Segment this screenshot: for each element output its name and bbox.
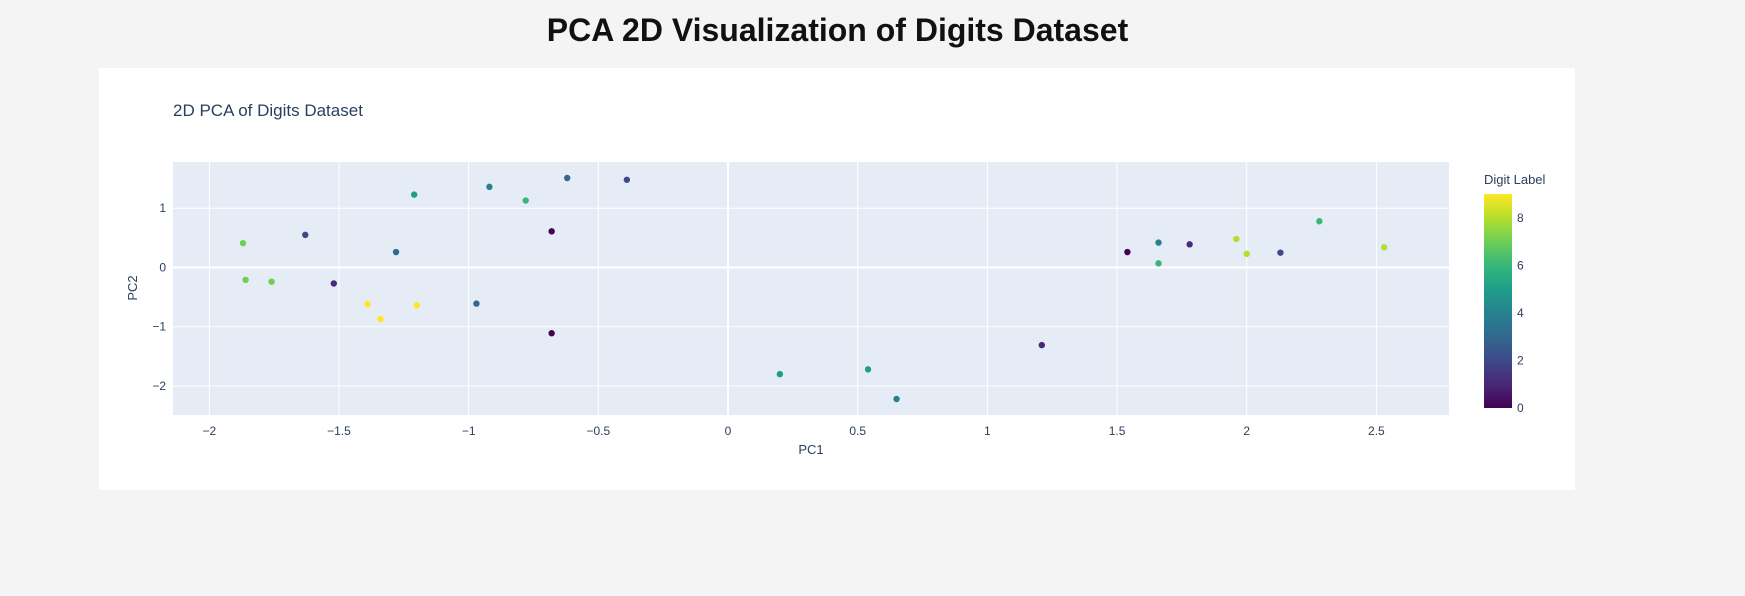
data-point[interactable] bbox=[1380, 244, 1388, 251]
data-point[interactable] bbox=[413, 302, 420, 309]
data-point[interactable] bbox=[548, 228, 555, 235]
y-tick-label: −1 bbox=[152, 320, 166, 334]
colorbar-title: Digit Label bbox=[1484, 172, 1546, 187]
grid-lines bbox=[173, 162, 1449, 415]
data-point[interactable] bbox=[548, 330, 555, 337]
data-point[interactable] bbox=[242, 276, 249, 284]
colorbar-tick-label: 2 bbox=[1517, 353, 1524, 367]
data-point[interactable] bbox=[1243, 250, 1250, 258]
y-tick-label: −2 bbox=[152, 379, 166, 393]
data-point[interactable] bbox=[392, 248, 400, 256]
page-title: PCA 2D Visualization of Digits Dataset bbox=[546, 12, 1129, 48]
y-tick-label: 0 bbox=[159, 260, 166, 274]
x-tick-label: 0 bbox=[725, 424, 732, 438]
x-axis-ticks: −2 −1.5 −1 −0.5 0 0.5 1 1.5 2 2.5 bbox=[202, 424, 1385, 438]
data-point[interactable] bbox=[522, 197, 529, 204]
chart-title: 2D PCA of Digits Dataset bbox=[173, 101, 363, 120]
data-point[interactable] bbox=[302, 231, 309, 239]
data-point[interactable] bbox=[1233, 235, 1240, 243]
data-point[interactable] bbox=[1038, 341, 1046, 349]
x-tick-label: 2 bbox=[1243, 424, 1250, 438]
y-tick-label: 1 bbox=[159, 201, 166, 215]
pca-scatter-chart[interactable]: 2D PCA of Digits Dataset −2 −1.5 −1 −0.5 0 0.… bbox=[99, 68, 1575, 490]
data-point[interactable] bbox=[776, 370, 784, 378]
data-point[interactable] bbox=[364, 301, 371, 308]
x-tick-label: −1 bbox=[462, 424, 476, 438]
colorbar-tick-label: 6 bbox=[1517, 258, 1524, 272]
x-tick-label: 1.5 bbox=[1109, 424, 1126, 438]
data-point[interactable] bbox=[564, 174, 571, 182]
x-axis-label: PC1 bbox=[798, 442, 823, 457]
colorbar bbox=[1484, 194, 1512, 408]
data-point[interactable] bbox=[239, 239, 247, 247]
colorbar-tick-label: 8 bbox=[1517, 211, 1524, 225]
data-point[interactable] bbox=[268, 278, 275, 285]
data-point[interactable] bbox=[864, 366, 872, 373]
y-axis-ticks: 1 0 −1 −2 bbox=[152, 201, 166, 393]
data-point[interactable] bbox=[473, 300, 480, 307]
x-tick-label: 0.5 bbox=[849, 424, 866, 438]
x-tick-label: −0.5 bbox=[586, 424, 610, 438]
data-point[interactable] bbox=[377, 315, 384, 323]
data-point[interactable] bbox=[1277, 249, 1284, 256]
data-point[interactable] bbox=[1155, 239, 1162, 246]
data-point[interactable] bbox=[623, 176, 631, 183]
chart-card: 2D PCA of Digits Dataset −2 −1.5 −1 −0.5 0 0.… bbox=[99, 68, 1575, 490]
data-points[interactable] bbox=[239, 174, 1388, 403]
data-point[interactable] bbox=[1124, 248, 1131, 256]
y-axis-label: PC2 bbox=[125, 275, 140, 300]
data-point[interactable] bbox=[410, 191, 418, 198]
data-point[interactable] bbox=[1155, 260, 1162, 267]
plot-area[interactable] bbox=[173, 162, 1449, 415]
x-tick-label: 1 bbox=[984, 424, 991, 438]
colorbar-tick-label: 0 bbox=[1517, 401, 1524, 415]
x-tick-label: −2 bbox=[202, 424, 216, 438]
data-point[interactable] bbox=[1186, 241, 1193, 248]
x-tick-label: 2.5 bbox=[1368, 424, 1385, 438]
x-tick-label: −1.5 bbox=[327, 424, 351, 438]
data-point[interactable] bbox=[893, 395, 900, 403]
data-point[interactable] bbox=[330, 280, 337, 287]
data-point[interactable] bbox=[486, 183, 493, 191]
colorbar-tick-label: 4 bbox=[1517, 306, 1524, 320]
data-point[interactable] bbox=[1316, 218, 1323, 225]
colorbar-ticks: 8 6 4 2 0 bbox=[1517, 211, 1524, 415]
